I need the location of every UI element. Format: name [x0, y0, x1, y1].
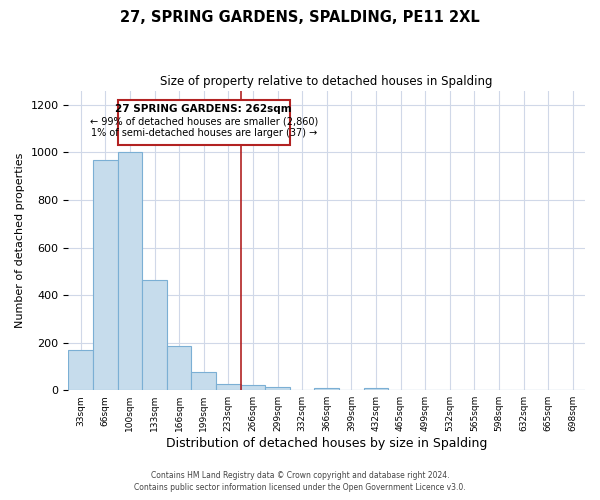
- Bar: [68, 350, 93, 390]
- Text: 27 SPRING GARDENS: 262sqm: 27 SPRING GARDENS: 262sqm: [115, 104, 292, 114]
- X-axis label: Distribution of detached houses by size in Spalding: Distribution of detached houses by size …: [166, 437, 487, 450]
- Bar: [314, 388, 339, 390]
- Title: Size of property relative to detached houses in Spalding: Size of property relative to detached ho…: [160, 75, 493, 88]
- Text: 27, SPRING GARDENS, SPALDING, PE11 2XL: 27, SPRING GARDENS, SPALDING, PE11 2XL: [120, 10, 480, 25]
- Bar: [118, 152, 142, 390]
- Bar: [142, 280, 167, 390]
- Text: Contains HM Land Registry data © Crown copyright and database right 2024.
Contai: Contains HM Land Registry data © Crown c…: [134, 471, 466, 492]
- FancyBboxPatch shape: [118, 100, 290, 146]
- Text: 1% of semi-detached houses are larger (37) →: 1% of semi-detached houses are larger (3…: [91, 128, 317, 138]
- Y-axis label: Number of detached properties: Number of detached properties: [15, 152, 25, 328]
- Bar: [191, 372, 216, 390]
- Bar: [241, 386, 265, 390]
- Bar: [167, 346, 191, 390]
- Bar: [93, 160, 118, 390]
- Bar: [265, 386, 290, 390]
- Bar: [216, 384, 241, 390]
- Bar: [364, 388, 388, 390]
- Text: ← 99% of detached houses are smaller (2,860): ← 99% of detached houses are smaller (2,…: [89, 116, 318, 126]
